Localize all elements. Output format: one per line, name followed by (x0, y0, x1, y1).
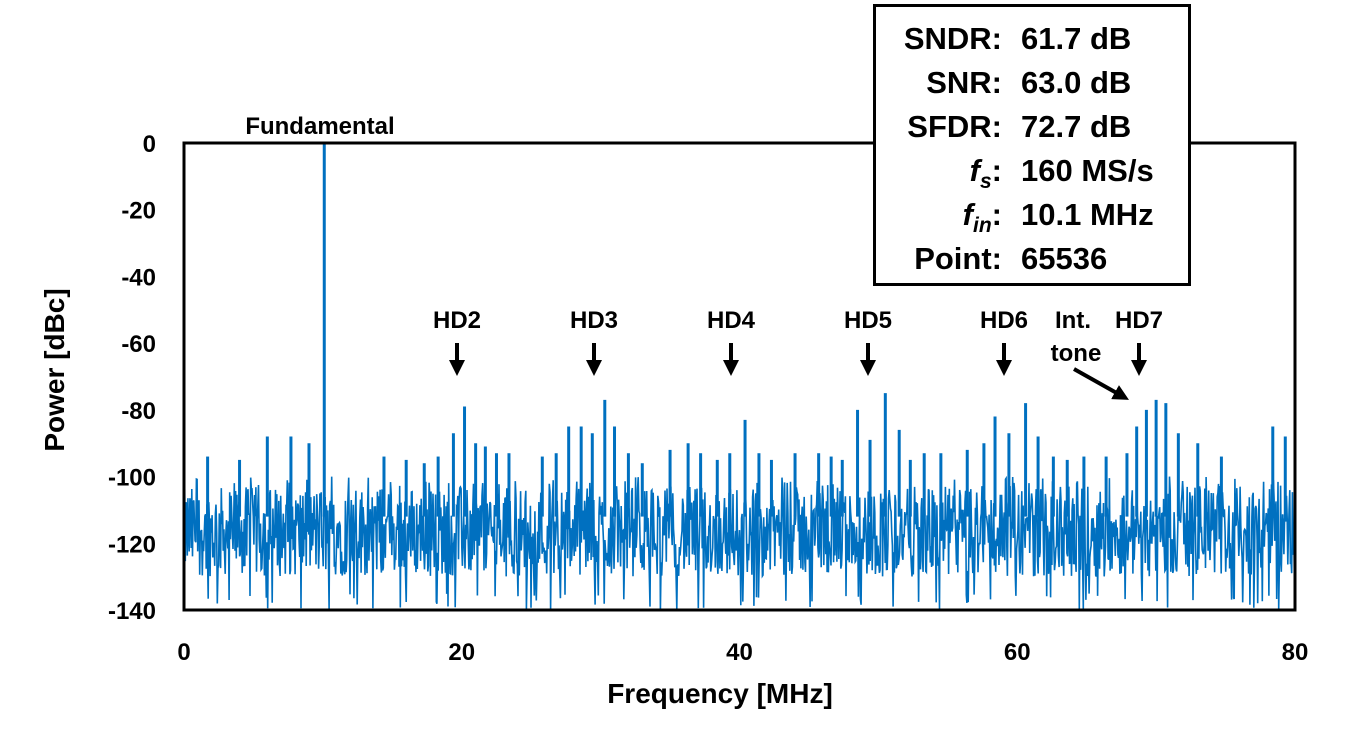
hd3-label: HD3 (570, 307, 618, 334)
fin-key: fin: (962, 197, 1002, 237)
y-tick-label: -20 (121, 198, 156, 225)
y-tick-label: 0 (143, 131, 156, 158)
x-tick-label: 20 (448, 639, 475, 666)
point-value: 65536 (1021, 241, 1108, 276)
fs-value: 160 MS/s (1021, 153, 1154, 188)
x-tick-label: 80 (1282, 639, 1309, 666)
x-tick-label: 0 (177, 639, 190, 666)
y-tick-label: -80 (121, 398, 156, 425)
plot-frame (182, 141, 1297, 612)
fs-key: fs: (969, 153, 1002, 193)
sndr-value: 61.7 dB (1021, 21, 1132, 56)
hd6-label: HD6 (980, 307, 1028, 334)
y-tick-label: -40 (121, 264, 156, 291)
y-tick-label: -100 (108, 465, 156, 492)
y-tick-labels: 0 -20 -40 -60 -80 -100 -120 -140 (108, 131, 156, 625)
point-row: Point: 65536 (876, 241, 1188, 285)
fs-key-sub: s (979, 170, 992, 193)
hd5-label: HD5 (844, 307, 892, 334)
x-tick-labels: 0 20 40 60 80 (177, 639, 1308, 666)
hd2-label: HD2 (433, 307, 481, 334)
sfdr-value: 72.7 dB (1021, 109, 1132, 144)
noise-trace (183, 475, 1296, 610)
x-tick-label: 40 (726, 639, 753, 666)
sndr-key: SNDR: (903, 21, 1002, 56)
fundamental-label: Fundamental (245, 113, 394, 140)
fin-key-sub: in (973, 214, 992, 237)
fin-row: fin: 10.1 MHz (876, 197, 1188, 241)
snr-row: SNR: 63.0 dB (876, 65, 1188, 109)
snr-value: 63.0 dB (1021, 65, 1132, 100)
y-tick-label: -120 (108, 531, 156, 558)
hd4-label: HD4 (707, 307, 756, 334)
sfdr-row: SFDR: 72.7 dB (876, 109, 1188, 153)
arrows (449, 343, 1147, 400)
noise-floor (183, 475, 1296, 610)
fs-row: fs: 160 MS/s (876, 153, 1188, 197)
point-key: Point: (914, 241, 1002, 276)
int-tone-label-line2: tone (1051, 340, 1102, 367)
snr-key: SNR: (926, 65, 1002, 100)
metrics-box: SNDR: 61.7 dB SNR: 63.0 dB SFDR: 72.7 dB… (873, 4, 1191, 286)
hd7-label: HD7 (1115, 307, 1163, 334)
fin-key-main: f (962, 197, 973, 232)
sndr-row: SNDR: 61.7 dB (876, 21, 1188, 65)
fs-key-main: f (969, 153, 980, 188)
int-tone-label-line1: Int. (1055, 307, 1091, 334)
fin-key-suffix: : (991, 197, 1002, 232)
sfdr-key: SFDR: (907, 109, 1002, 144)
fs-key-suffix: : (991, 153, 1002, 188)
fin-value: 10.1 MHz (1021, 197, 1154, 232)
x-axis-label: Frequency [MHz] (607, 678, 833, 709)
y-tick-label: -140 (108, 598, 156, 625)
x-tick-label: 60 (1004, 639, 1031, 666)
y-axis-label: Power [dBc] (39, 288, 70, 451)
y-tick-label: -60 (121, 331, 156, 358)
int-tone-arrow (1073, 367, 1129, 400)
